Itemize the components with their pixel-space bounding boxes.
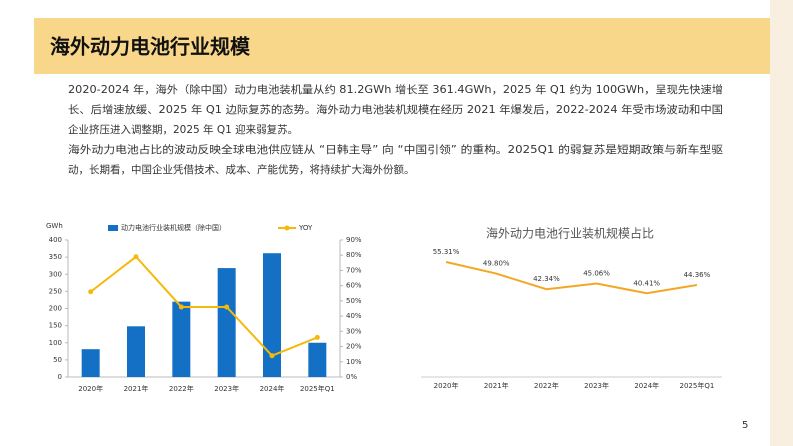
yoy-point xyxy=(178,304,184,310)
y-axis-label: GWh xyxy=(46,222,63,230)
data-label: 40.41% xyxy=(633,279,660,287)
y-tick-label: 0 xyxy=(58,373,62,381)
yoy-point xyxy=(224,304,230,310)
y-tick-label: 50 xyxy=(53,356,62,364)
paragraph-line: 企业挤压进入调整期，2025 年 Q1 迎来弱复苏。 xyxy=(68,123,298,136)
paragraph-line: 2020-2024 年，海外（除中国）动力电池装机量从约 81.2GWh 增长至… xyxy=(68,83,723,96)
page-number: 5 xyxy=(742,420,748,431)
x-tick-label: 2020年 xyxy=(78,384,103,393)
y-tick-label: 200 xyxy=(49,305,62,313)
y2-tick-label: 60% xyxy=(346,282,362,290)
bar xyxy=(127,326,145,377)
paragraph-line: 动，长期看，中国企业凭借技术、成本、产能优势，将持续扩大海外份额。 xyxy=(68,163,415,176)
title: 海外动力电池行业规模 xyxy=(50,35,251,59)
legend-label: 动力电池行业装机规模（除中国） xyxy=(121,223,226,232)
x-tick-label: 2023年 xyxy=(584,381,609,390)
bar xyxy=(263,253,281,377)
x-tick-label: 2021年 xyxy=(484,381,509,390)
y2-tick-label: 80% xyxy=(346,251,362,259)
y2-tick-label: 10% xyxy=(346,358,362,366)
x-tick-label: 2022年 xyxy=(534,381,559,390)
paragraph-line: 海外动力电池占比的波动反映全球电池供应链从 “日韩主导” 向 “中国引领” 的重… xyxy=(68,143,724,156)
y-tick-label: 150 xyxy=(49,322,62,330)
x-tick-label: 2022年 xyxy=(169,384,194,393)
chart-title: 海外动力电池行业装机规模占比 xyxy=(486,226,654,241)
x-tick-label: 2023年 xyxy=(214,384,239,393)
data-label: 42.34% xyxy=(533,275,560,283)
bar xyxy=(172,301,191,377)
yoy-point xyxy=(269,353,275,359)
y2-tick-label: 90% xyxy=(346,236,362,244)
yoy-point xyxy=(314,334,320,340)
share-line xyxy=(445,261,698,295)
data-label: 45.06% xyxy=(583,270,610,278)
y2-tick-label: 0% xyxy=(346,373,357,381)
data-label: 55.31% xyxy=(433,248,460,256)
x-tick-label: 2024年 xyxy=(634,381,659,390)
x-tick-label: 2021年 xyxy=(124,384,149,393)
y2-tick-label: 50% xyxy=(346,297,362,305)
y2-tick-label: 30% xyxy=(346,327,362,335)
y2-tick-label: 40% xyxy=(346,312,362,320)
x-tick-label: 2020年 xyxy=(434,381,459,390)
y-tick-label: 400 xyxy=(49,236,62,244)
side-strip xyxy=(770,0,793,446)
yoy-point xyxy=(88,289,94,295)
paragraph-line: 长、后增速放缓、2025 年 Q1 边际复苏的态势。海外动力电池装机规模在经历 … xyxy=(68,103,723,116)
data-label: 49.80% xyxy=(483,260,510,268)
yoy-line xyxy=(90,255,318,357)
y-tick-label: 100 xyxy=(49,339,62,347)
legend-label: YOY xyxy=(298,224,313,232)
header-band xyxy=(34,18,770,74)
bar xyxy=(308,342,327,377)
x-tick-label: 2024年 xyxy=(260,384,285,393)
y-tick-label: 250 xyxy=(49,287,62,295)
data-label: 44.36% xyxy=(684,271,711,279)
y2-tick-label: 70% xyxy=(346,266,362,274)
y-tick-label: 350 xyxy=(49,253,62,261)
bar xyxy=(217,268,236,377)
x-tick-label: 2025年Q1 xyxy=(300,384,335,393)
legend-swatch xyxy=(108,225,118,231)
y2-tick-label: 20% xyxy=(346,343,362,351)
legend-swatch xyxy=(284,225,290,231)
bar xyxy=(81,349,100,377)
y-tick-label: 300 xyxy=(49,270,62,278)
x-tick-label: 2025年Q1 xyxy=(680,381,715,390)
yoy-point xyxy=(133,254,139,260)
